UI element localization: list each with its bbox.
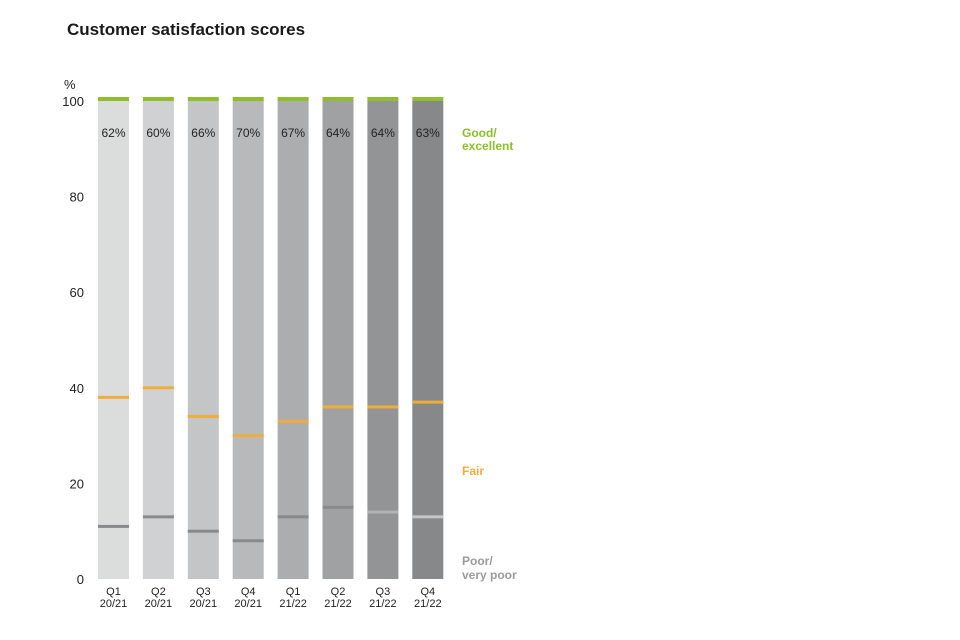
good-cap [142,97,174,101]
good-cap [187,97,219,101]
good-excellent-pct-label: 64% [371,126,395,140]
legend: Good/ excellent Fair Poor/ very poor [462,126,517,582]
fair-marker [367,405,399,409]
x-tick-year: 21/22 [279,598,307,610]
y-tick-40: 40 [70,381,84,396]
x-tick-quarter: Q1 [106,586,121,598]
y-tick-20: 20 [70,476,84,491]
bar-q1-21-22 [277,101,309,579]
good-cap [232,97,264,101]
fair-marker [322,405,354,409]
good-excellent-pct-label: 64% [326,126,350,140]
fair-marker [98,395,129,399]
legend-good-excellent: Good/ excellent [462,126,513,153]
bar-q2-20-21 [142,101,174,579]
chart-title: Customer satisfaction scores [67,20,306,39]
x-tick-quarter: Q1 [286,586,301,598]
good-excellent-pct-label: 62% [101,126,125,140]
legend-good-line1: Good/ [462,126,497,140]
legend-poor: Poor/ very poor [462,554,517,582]
poor-marker [232,539,264,543]
good-excellent-pct-label: 63% [416,126,440,140]
y-tick-0: 0 [77,572,84,587]
x-tick-year: 20/21 [145,598,173,610]
y-tick-80: 80 [70,190,84,205]
y-axis-ticks: 0 20 40 60 80 100 [62,94,84,587]
fair-marker [187,414,219,418]
x-tick-quarter: Q3 [376,586,391,598]
x-tick-quarter: Q4 [420,586,435,598]
x-tick-year: 20/21 [190,598,218,610]
x-tick-year: 20/21 [234,598,262,610]
fair-marker [232,434,264,438]
bar-q4-20-21 [232,101,264,579]
good-cap [367,97,399,101]
good-cap [322,97,354,101]
legend-good-line2: excellent [462,139,513,153]
x-tick-year: 21/22 [414,598,442,610]
good-excellent-pct-label: 66% [191,126,215,140]
legend-poor-line1: Poor/ [462,554,493,568]
x-tick-year: 21/22 [369,598,397,610]
good-cap [98,97,129,101]
y-tick-60: 60 [70,285,84,300]
poor-marker [142,515,174,519]
x-tick-quarter: Q2 [331,586,346,598]
bar-q3-20-21 [187,101,219,579]
x-tick-quarter: Q2 [151,586,166,598]
poor-marker [367,510,399,514]
x-tick-year: 20/21 [100,598,128,610]
poor-marker [412,515,444,519]
x-tick-year: 21/22 [324,598,352,610]
bar-q2-21-22 [322,101,354,579]
poor-marker [98,524,129,528]
y-tick-100: 100 [62,94,84,109]
bar-q3-21-22 [367,101,399,579]
poor-marker [277,515,309,519]
bars: 62%Q120/2160%Q220/2166%Q320/2170%Q420/21… [98,97,444,610]
x-tick-quarter: Q4 [241,586,256,598]
bar-q4-21-22 [412,101,444,579]
bar-q1-20-21 [98,101,129,579]
good-excellent-pct-label: 70% [236,126,260,140]
good-cap [277,97,309,101]
poor-marker [322,505,354,509]
legend-fair: Fair [462,464,484,478]
good-cap [412,97,444,101]
fair-marker [412,400,444,404]
fair-marker [142,386,174,390]
good-excellent-pct-label: 67% [281,126,305,140]
y-axis-unit: % [64,77,76,92]
good-excellent-pct-label: 60% [146,126,170,140]
poor-marker [187,529,219,533]
x-tick-quarter: Q3 [196,586,211,598]
legend-poor-line2: very poor [462,568,517,582]
fair-marker [277,419,309,423]
